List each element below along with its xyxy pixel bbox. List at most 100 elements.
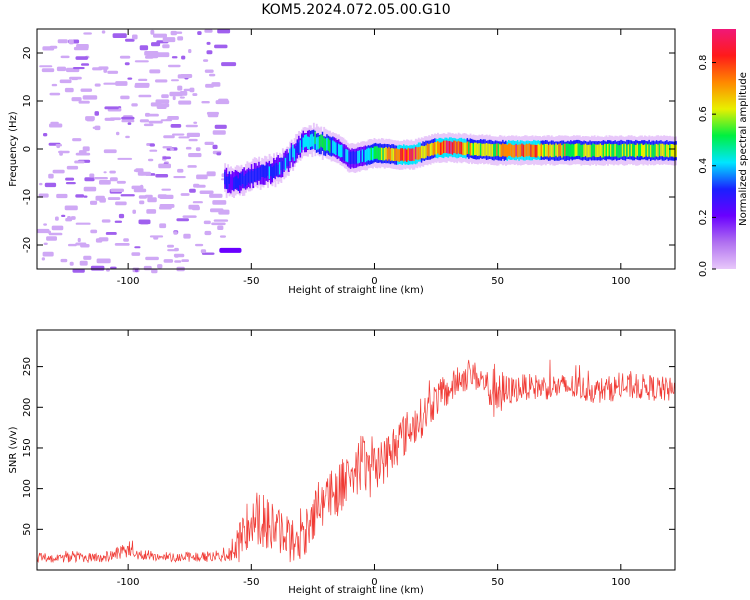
spectrogram-noise-cell bbox=[60, 55, 70, 59]
spectrogram-ridge-cell bbox=[624, 143, 627, 157]
spectrogram-ridge-cell bbox=[262, 164, 265, 178]
spectrogram-ridge-cell bbox=[304, 134, 306, 148]
y-tick-label: 20 bbox=[22, 47, 33, 60]
spectrogram-noise-cell bbox=[55, 144, 62, 147]
spectrogram-noise-cell bbox=[41, 68, 55, 73]
spectrogram-ridge-cell bbox=[385, 147, 388, 160]
spectrogram-noise-cell bbox=[144, 51, 159, 56]
spectrogram-noise-cell bbox=[185, 124, 198, 128]
spectrogram-ridge-cell bbox=[595, 144, 598, 158]
spectrogram-ridge-cell bbox=[346, 149, 349, 163]
spectrogram-noise-cell bbox=[134, 60, 149, 63]
spectrogram-ridge-cell bbox=[639, 143, 642, 157]
spectrogram-noise-cell bbox=[114, 243, 130, 246]
spectrogram-noise-cell bbox=[204, 29, 213, 33]
spectrogram-noise-cell bbox=[155, 174, 169, 178]
spectrogram-noise-cell bbox=[43, 133, 48, 137]
spectrogram-ridge-cell bbox=[339, 144, 342, 158]
spectrogram-noise-cell bbox=[143, 265, 152, 271]
spectrogram-ridge-cell bbox=[528, 143, 531, 156]
x-tick-label: 0 bbox=[371, 276, 377, 287]
spectrogram-ridge-cell bbox=[438, 142, 441, 155]
spectrogram-noise-cell bbox=[131, 103, 138, 107]
spectrogram-ridge-cell bbox=[521, 143, 524, 156]
x-tick-label: 100 bbox=[611, 276, 630, 287]
spectrogram-noise-cell bbox=[217, 225, 224, 230]
spectrogram-ridge-cell bbox=[598, 144, 600, 157]
spectrogram-ridge-cell bbox=[610, 144, 612, 157]
spectrogram-noise-cell bbox=[131, 185, 144, 190]
spectrogram-ridge-cell bbox=[345, 149, 348, 162]
spectrogram-ridge-cell bbox=[663, 144, 666, 157]
spectrogram-ridge-cell bbox=[567, 143, 569, 157]
spectrogram-ridge-cell bbox=[602, 145, 605, 158]
spectrogram-ridge-cell bbox=[655, 143, 658, 157]
spectrogram-noise-cell bbox=[167, 244, 174, 248]
spectrogram-ridge-cell bbox=[615, 143, 618, 157]
spectrogram-ridge-cell bbox=[307, 136, 309, 149]
spectrogram-noise-cell bbox=[121, 119, 135, 123]
spectrogram-ridge-cell bbox=[672, 144, 674, 157]
spectrogram-ridge-cell bbox=[481, 143, 484, 157]
spectrogram-ridge-cell bbox=[370, 147, 373, 160]
spectrogram-ridge-cell bbox=[342, 147, 345, 160]
spectrogram-ridge-cell bbox=[440, 142, 442, 155]
spectrogram-ridge-cell bbox=[519, 144, 522, 157]
spectrogram-ridge-cell bbox=[321, 135, 324, 148]
spectrogram-noise-cell bbox=[204, 69, 214, 73]
spectrogram-ridge-cell bbox=[658, 143, 661, 156]
colorbar-tick-label: 0.4 bbox=[698, 158, 709, 174]
spectrogram-ridge-cell bbox=[599, 143, 602, 156]
spectrogram-ridge-cell bbox=[409, 148, 411, 161]
spectrogram-ridge-cell bbox=[611, 144, 614, 157]
spectrogram-ridge-cell bbox=[273, 165, 275, 178]
spectrogram-ridge-cell bbox=[413, 148, 416, 162]
spectrogram-noise-cell bbox=[84, 177, 95, 182]
spectrogram-noise-cell bbox=[49, 92, 61, 96]
spectrogram-noise-cell bbox=[162, 156, 171, 160]
spectrogram-noise-cell bbox=[104, 106, 119, 110]
spectrogram-ridge-cell bbox=[670, 144, 673, 157]
spectrogram-ridge-cell bbox=[363, 149, 365, 163]
spectrogram-noise-cell bbox=[39, 182, 43, 186]
spectrogram-noise-cell bbox=[110, 266, 117, 269]
spectrogram-noise-cell bbox=[170, 148, 175, 151]
spectrogram-ridge-cell bbox=[401, 148, 404, 161]
spectrogram-noise-cell bbox=[98, 237, 109, 242]
spectrogram-ridge-cell bbox=[570, 144, 572, 157]
spectrogram-noise-cell bbox=[146, 209, 157, 214]
spectrogram-ridge-cell bbox=[589, 144, 592, 158]
spectrogram-noise-cell bbox=[209, 193, 223, 198]
spectrogram-noise-cell bbox=[183, 233, 191, 239]
spectrogram-noise-cell bbox=[131, 252, 141, 256]
spectrogram-ridge-cell bbox=[391, 148, 394, 161]
spectrogram-noise-cell bbox=[132, 34, 138, 40]
spectrogram-noise-cell bbox=[186, 132, 200, 137]
spectrogram-ridge-cell bbox=[629, 143, 632, 156]
spectrogram-noise-cell bbox=[114, 220, 122, 223]
spectrogram-ridge-cell bbox=[434, 142, 436, 155]
spectrogram-noise-cell bbox=[155, 99, 170, 104]
spectrogram-noise-cell bbox=[155, 79, 168, 83]
spectrogram-ridge-cell bbox=[592, 143, 595, 156]
spectrogram-noise-cell bbox=[83, 32, 92, 35]
spectrogram-noise-cell bbox=[82, 95, 98, 100]
spectrogram-ridge-cell bbox=[484, 143, 487, 157]
spectrogram-ridge-cell bbox=[644, 144, 646, 157]
spectrogram-ridge-cell bbox=[608, 143, 611, 156]
spectrogram-ridge-cell bbox=[675, 144, 677, 158]
spectrogram-noise-cell bbox=[65, 177, 75, 181]
spectrogram-noise-cell bbox=[188, 49, 192, 54]
spectrogram-noise-cell bbox=[205, 83, 214, 88]
spectrogram-ridge-cell bbox=[231, 176, 234, 190]
spectrogram-ridge-cell bbox=[332, 140, 334, 153]
spectrogram-ridge-cell bbox=[479, 143, 482, 156]
spectrogram-ridge-cell bbox=[459, 141, 462, 154]
spectrogram-noise-cell bbox=[138, 78, 148, 81]
spectrogram-noise-cell bbox=[149, 149, 158, 152]
spectrogram-blob bbox=[219, 247, 242, 253]
spectrogram-ridge-cell bbox=[239, 172, 241, 186]
spectrogram-ridge-cell bbox=[377, 147, 380, 161]
spectrogram-ridge-cell bbox=[270, 163, 272, 177]
spectrogram-noise-cell bbox=[177, 168, 184, 173]
